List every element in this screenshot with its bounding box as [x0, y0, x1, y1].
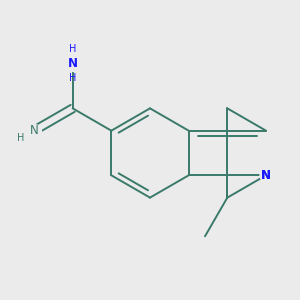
Text: N: N: [261, 169, 271, 182]
Text: H: H: [17, 134, 24, 143]
Text: H: H: [69, 44, 76, 54]
Text: N: N: [68, 57, 78, 70]
Text: H: H: [69, 73, 76, 83]
Text: N: N: [261, 169, 271, 182]
Text: N: N: [30, 124, 38, 137]
